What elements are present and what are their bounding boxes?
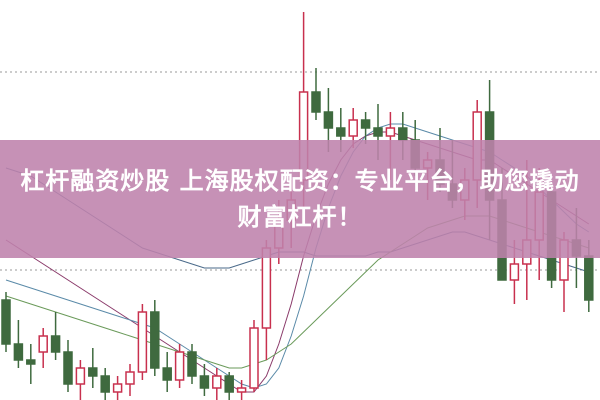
candle-body: [13, 343, 24, 361]
candle-body: [38, 335, 48, 353]
candle-body: [584, 255, 594, 301]
headline-line-1: 杠杆融资炒股 上海股权配资：专业平台，助您撬动: [20, 167, 580, 195]
candle-body: [348, 119, 358, 137]
candle-body: [212, 375, 222, 389]
candle-body: [112, 383, 123, 393]
candle-body: [125, 371, 135, 385]
candle-body: [360, 119, 371, 129]
candle-body: [187, 351, 197, 377]
candle-body: [385, 127, 396, 137]
candle-body: [63, 351, 73, 385]
candle-body: [162, 367, 172, 381]
candle-body: [236, 387, 247, 393]
candle-body: [509, 263, 520, 281]
candle-body: [398, 127, 408, 141]
candle-body: [199, 375, 210, 389]
candle-body: [137, 311, 148, 373]
candle-body: [100, 375, 110, 393]
candle-body: [311, 91, 321, 113]
candle-body: [174, 351, 185, 381]
candle-body: [50, 335, 61, 353]
candle-body: [75, 367, 86, 385]
candle-body: [261, 247, 272, 329]
candle-body: [373, 127, 383, 137]
candle-body: [150, 311, 160, 369]
candle-body: [249, 327, 259, 389]
candle-body: [26, 359, 36, 365]
candle-body: [336, 127, 346, 137]
candle-body: [323, 111, 334, 129]
headline-banner: 杠杆融资炒股 上海股权配资：专业平台，助您撬动 财富杠杆！: [0, 140, 600, 258]
candle-body: [1, 299, 11, 345]
candle-body: [224, 375, 234, 393]
candle-body: [88, 367, 98, 377]
headline-line-2: 财富杠杆！: [237, 203, 363, 231]
